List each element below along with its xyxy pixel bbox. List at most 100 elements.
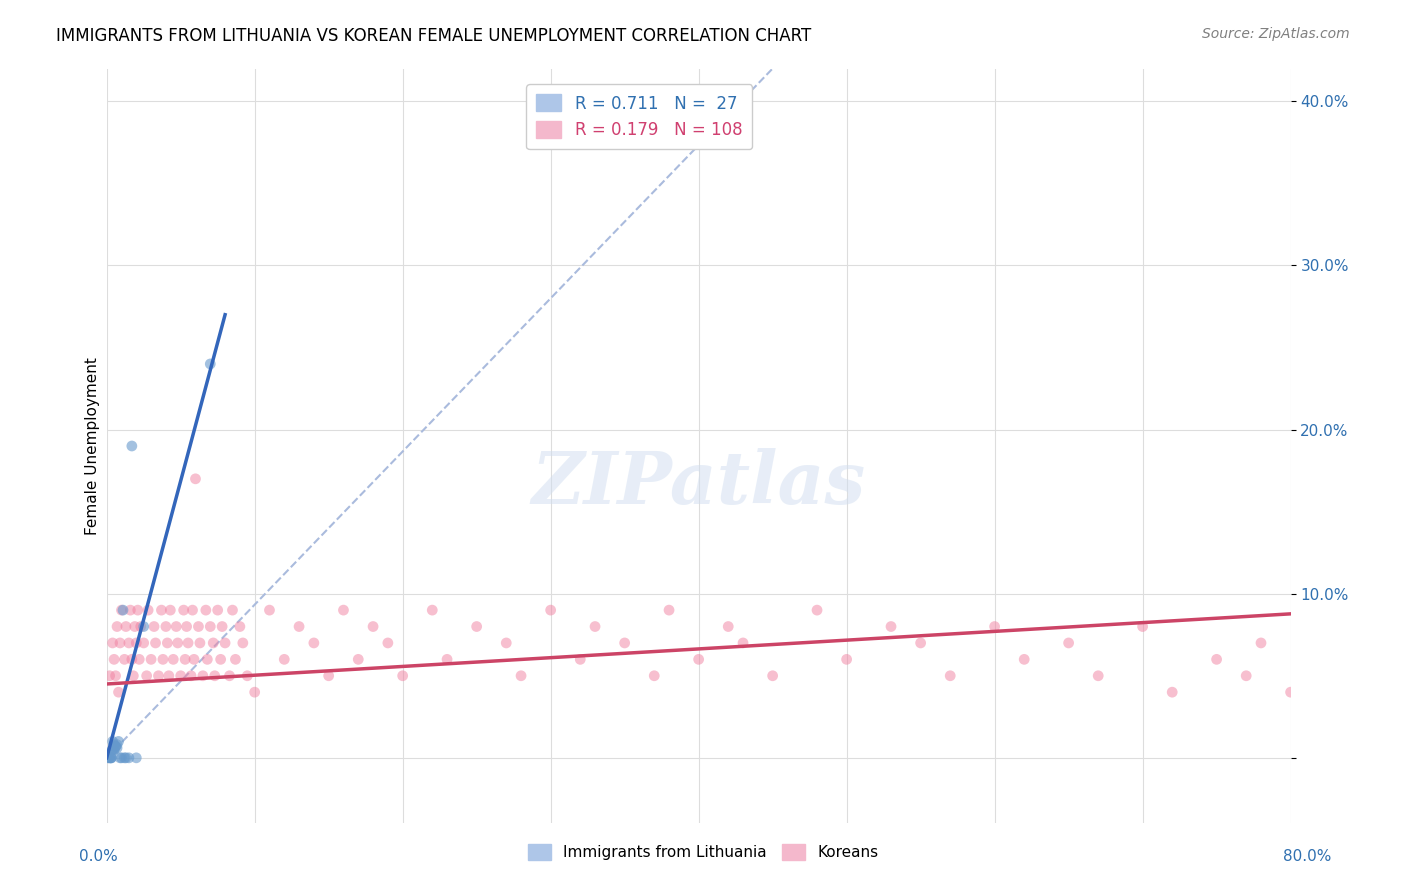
Point: [1323, 669, 1346, 683]
Text: 80.0%: 80.0%: [1284, 849, 1331, 863]
Point: [377, 636, 399, 650]
Point: [420, 603, 443, 617]
Point: [288, 619, 311, 633]
Point: [165, 619, 187, 633]
Point: [910, 636, 932, 650]
Point: [191, 669, 214, 683]
Point: [156, 636, 179, 650]
Point: [569, 652, 592, 666]
Point: [121, 439, 143, 453]
Point: [939, 669, 962, 683]
Point: [183, 652, 205, 666]
Point: [173, 603, 195, 617]
Point: [143, 619, 166, 633]
Point: [1161, 685, 1184, 699]
Point: [98, 669, 121, 683]
Point: [176, 619, 198, 633]
Point: [259, 603, 281, 617]
Point: [188, 636, 211, 650]
Point: [540, 603, 562, 617]
Point: [103, 742, 125, 756]
Point: [200, 357, 222, 371]
Point: [98, 751, 121, 765]
Point: [105, 741, 128, 756]
Point: [120, 603, 142, 617]
Point: [101, 742, 124, 756]
Point: [465, 619, 488, 633]
Point: [436, 652, 458, 666]
Point: [1279, 685, 1302, 699]
Point: [101, 742, 124, 756]
Point: [114, 652, 136, 666]
Point: [104, 739, 127, 754]
Point: [170, 669, 193, 683]
Point: [1384, 685, 1406, 699]
Point: [105, 738, 128, 752]
Point: [152, 652, 174, 666]
Point: [835, 652, 858, 666]
Point: [136, 603, 159, 617]
Point: [118, 636, 141, 650]
Point: [332, 603, 354, 617]
Point: [110, 603, 132, 617]
Point: [658, 603, 681, 617]
Point: [495, 636, 517, 650]
Point: [174, 652, 197, 666]
Point: [97, 751, 120, 765]
Point: [209, 652, 232, 666]
Point: [717, 619, 740, 633]
Point: [1132, 619, 1154, 633]
Point: [104, 669, 127, 683]
Point: [115, 619, 138, 633]
Point: [157, 669, 180, 683]
Point: [125, 636, 148, 650]
Point: [184, 472, 207, 486]
Point: [318, 669, 340, 683]
Text: 0.0%: 0.0%: [79, 849, 118, 863]
Point: [731, 636, 754, 650]
Point: [806, 603, 828, 617]
Text: IMMIGRANTS FROM LITHUANIA VS KOREAN FEMALE UNEMPLOYMENT CORRELATION CHART: IMMIGRANTS FROM LITHUANIA VS KOREAN FEMA…: [56, 27, 811, 45]
Point: [1398, 693, 1406, 707]
Point: [135, 669, 157, 683]
Point: [114, 751, 136, 765]
Point: [1309, 701, 1331, 715]
Point: [218, 669, 240, 683]
Point: [121, 652, 143, 666]
Point: [229, 619, 252, 633]
Point: [583, 619, 606, 633]
Point: [236, 669, 259, 683]
Point: [194, 603, 217, 617]
Point: [107, 685, 129, 699]
Point: [273, 652, 295, 666]
Point: [302, 636, 325, 650]
Point: [688, 652, 710, 666]
Point: [150, 603, 173, 617]
Point: [155, 619, 177, 633]
Point: [1250, 636, 1272, 650]
Point: [983, 619, 1005, 633]
Point: [104, 739, 127, 754]
Y-axis label: Female Unemployment: Female Unemployment: [86, 357, 100, 535]
Point: [224, 652, 246, 666]
Point: [1012, 652, 1035, 666]
Point: [1057, 636, 1080, 650]
Point: [132, 619, 155, 633]
Point: [202, 636, 225, 650]
Point: [145, 636, 167, 650]
Point: [159, 603, 181, 617]
Point: [361, 619, 384, 633]
Point: [105, 619, 128, 633]
Point: [124, 619, 146, 633]
Point: [108, 751, 131, 765]
Point: [232, 636, 254, 650]
Point: [207, 603, 229, 617]
Point: [510, 669, 533, 683]
Point: [118, 751, 141, 765]
Point: [211, 619, 233, 633]
Point: [148, 669, 170, 683]
Text: ZIPatlas: ZIPatlas: [531, 449, 866, 519]
Point: [103, 742, 125, 756]
Point: [125, 751, 148, 765]
Text: Source: ZipAtlas.com: Source: ZipAtlas.com: [1202, 27, 1350, 41]
